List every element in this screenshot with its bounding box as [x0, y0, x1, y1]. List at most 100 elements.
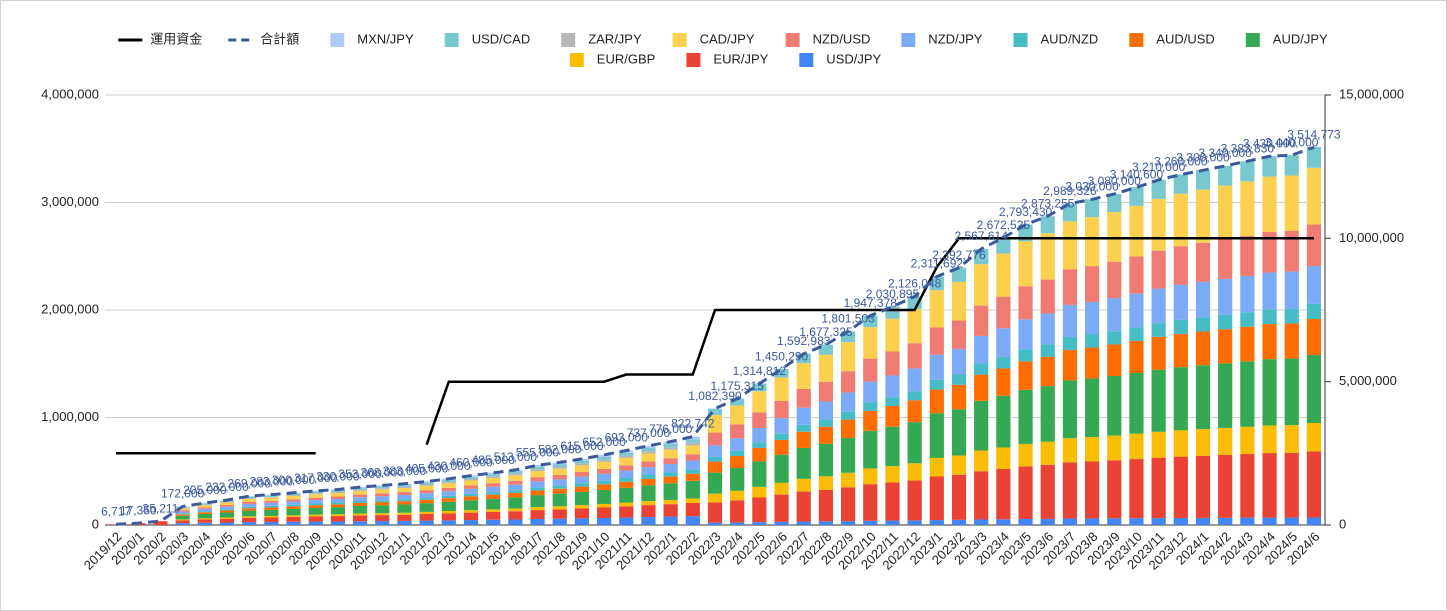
bar-segment [574, 491, 590, 506]
legend-label: 合計額 [260, 31, 299, 46]
bar-segment [286, 495, 301, 500]
bar-segment [818, 401, 834, 420]
bar-segment [330, 496, 346, 499]
bar-segment [774, 377, 789, 401]
bar-segment [1195, 242, 1211, 282]
bar-segment [663, 499, 678, 505]
data-label: 460,000 [449, 456, 493, 470]
bar-segment [707, 493, 723, 503]
bar-segment [730, 438, 745, 451]
bar-segment [1218, 454, 1233, 518]
bar-segment [752, 428, 767, 443]
bar-segment [1306, 266, 1322, 304]
bar-segment [1151, 336, 1166, 370]
bar-segment [375, 521, 390, 525]
bar-segment [508, 508, 523, 512]
bar-segment [242, 498, 257, 499]
bar-segment [619, 478, 634, 482]
bar-segment [175, 515, 190, 520]
data-label: 555,000 [516, 446, 560, 460]
bar-segment [663, 472, 678, 477]
data-label: 1,592,983 [777, 334, 831, 348]
bar-segment [752, 461, 767, 487]
bar-segment [752, 383, 767, 392]
bar-segment [330, 507, 346, 515]
bar-segment [1262, 324, 1277, 360]
legend-item: AUD/USD [1129, 31, 1215, 47]
bar-segment [175, 519, 190, 521]
bar-segment [1284, 425, 1299, 453]
bar-segment [996, 447, 1011, 469]
data-label: 693,000 [605, 431, 649, 445]
data-label: 269,000 [227, 476, 271, 490]
bar-segment [508, 471, 523, 474]
bar-segment [1084, 347, 1100, 379]
bar-segment [1262, 272, 1277, 310]
bar-segment [996, 519, 1011, 525]
data-label: 582,000 [538, 443, 582, 457]
bar-segment [1306, 319, 1322, 355]
bar-segment [1151, 457, 1166, 519]
legend-item: MXN/JPY [330, 31, 414, 47]
bar-segment [1284, 308, 1299, 324]
bar-segment [685, 445, 700, 455]
bar-segment [951, 474, 967, 520]
bar-segment [352, 521, 368, 525]
bar-segment [330, 521, 346, 525]
bar-segment [397, 486, 412, 489]
bar-segment [463, 500, 479, 511]
bar-segment [197, 508, 212, 512]
bar-segment [463, 512, 479, 521]
bar-segment [1306, 354, 1322, 423]
legend-label: AUD/USD [1156, 31, 1215, 46]
y-tick-label: 2,000,000 [41, 301, 99, 316]
data-label: 317,000 [294, 471, 338, 485]
bar-segment [375, 496, 390, 501]
bar-segment [752, 497, 767, 523]
bar-segment [1107, 376, 1122, 436]
legend-item: NZD/USD [785, 31, 870, 47]
bar-segment [596, 461, 612, 469]
bar-segment [1240, 326, 1255, 362]
bar-segment [1084, 437, 1100, 462]
bar-segment [264, 497, 279, 501]
data-label: 383,000 [383, 464, 427, 478]
bar-segment [1040, 518, 1055, 525]
bar-segment [730, 398, 745, 406]
bar-segment [663, 458, 678, 465]
bar-segment [330, 516, 346, 522]
bar-segment [286, 515, 301, 517]
bar-segment [996, 368, 1011, 396]
bar-segment [419, 520, 434, 525]
series-line [116, 145, 1315, 526]
bar-segment [885, 405, 900, 427]
bar-segment [619, 502, 634, 507]
bar-segment [1129, 187, 1144, 206]
bar-segment [1018, 286, 1033, 320]
bar-segment [330, 491, 346, 493]
bar-segment [951, 455, 967, 475]
bar-segment [796, 431, 811, 448]
bar-segment [441, 487, 456, 492]
bar-segment [1173, 284, 1188, 320]
bar-segment [1240, 312, 1255, 327]
bar-segment [242, 506, 257, 509]
bar-segment [419, 511, 434, 515]
bar-segment [197, 502, 212, 504]
bar-segment [818, 419, 834, 427]
bar-segment [1129, 256, 1144, 294]
bar-segment [1240, 426, 1255, 455]
y-tick-label: 3,000,000 [41, 194, 99, 209]
bar-segment [330, 514, 346, 517]
bar-segment [242, 496, 257, 497]
legend-item: AUD/JPY [1245, 31, 1328, 47]
bar-segment [175, 510, 190, 512]
bar-segment [840, 521, 856, 525]
bar-segment [197, 504, 212, 506]
legend-item: CAD/JPY [672, 31, 755, 47]
bar-segment [397, 495, 412, 500]
bar-segment [840, 331, 856, 343]
bar-segment [1306, 517, 1322, 525]
bar-segment [242, 496, 257, 499]
data-label: 368,000 [361, 466, 405, 480]
